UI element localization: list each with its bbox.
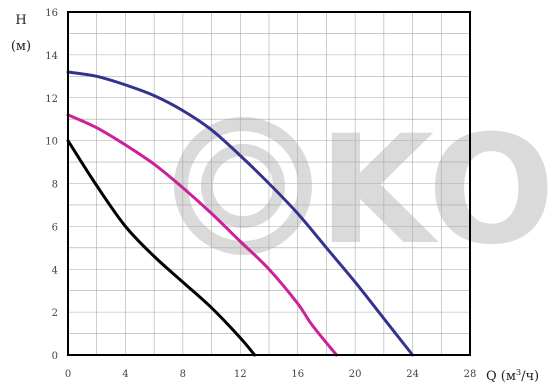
y-tick-label: 16 xyxy=(45,8,58,19)
x-tick-label: 4 xyxy=(122,369,128,380)
x-tick-label: 12 xyxy=(234,369,247,380)
curves xyxy=(66,70,415,357)
x-tick-label: 28 xyxy=(464,369,477,380)
y-tick-label: 12 xyxy=(45,94,58,105)
plot-frame xyxy=(67,11,471,356)
x-tick-labels: 0 4 8 12 16 20 24 28 xyxy=(65,369,477,380)
x-tick-label: 8 xyxy=(180,369,186,380)
x-axis-label-end: /ч) xyxy=(521,369,539,384)
x-axis-label-sup: 3 xyxy=(516,368,521,377)
y-tick-labels: 0 2 4 6 8 10 12 14 16 xyxy=(45,8,58,362)
x-tick-label: 24 xyxy=(406,369,419,380)
y-tick-label: 8 xyxy=(52,180,58,191)
y-tick-label: 6 xyxy=(52,222,58,233)
x-tick-label: 0 xyxy=(65,369,71,380)
y-tick-label: 10 xyxy=(45,137,58,148)
watermark-text: KO xyxy=(318,104,548,278)
x-axis-label: Q (м3/ч) xyxy=(486,368,539,384)
watermark-logo: KO xyxy=(174,104,548,278)
y-tick-label: 4 xyxy=(52,265,58,276)
y-tick-label: 14 xyxy=(45,51,58,62)
y-axis-unit: (м) xyxy=(11,39,31,54)
x-axis-label-main: Q (м xyxy=(486,369,516,384)
grid xyxy=(68,12,470,355)
y-axis-symbol: H xyxy=(15,13,26,28)
x-tick-label: 20 xyxy=(349,369,362,380)
x-tick-label: 16 xyxy=(291,369,304,380)
curve-series-3 xyxy=(66,70,415,357)
curve-series-1 xyxy=(66,139,257,357)
y-tick-label: 0 xyxy=(52,351,58,362)
curve-series-2 xyxy=(66,113,338,357)
y-tick-label: 2 xyxy=(52,308,58,319)
